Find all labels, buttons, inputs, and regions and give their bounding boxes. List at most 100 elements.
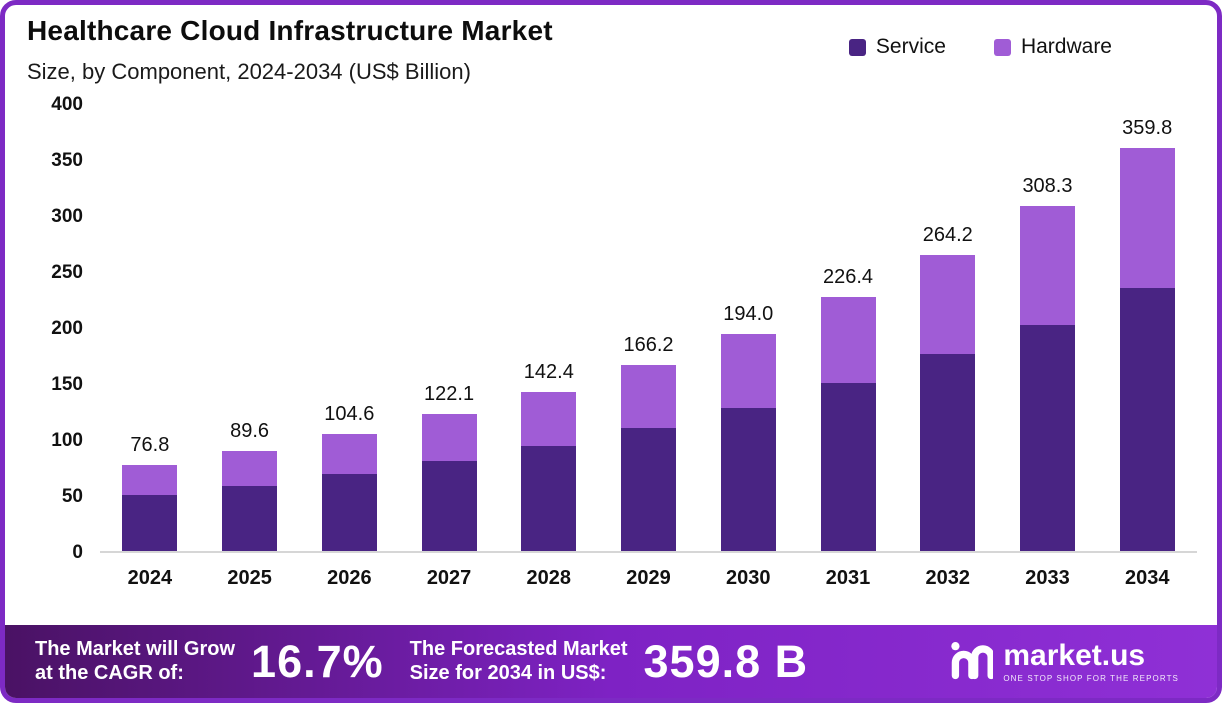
bar-group: 142.4 2028: [499, 105, 599, 589]
bar-total-label: 194.0: [723, 302, 774, 325]
stacked-bar: [122, 464, 178, 551]
brand-lockup: market.us ONE STOP SHOP FOR THE REPORTS: [949, 637, 1179, 686]
bar-total-label: 89.6: [230, 419, 270, 442]
bar-segment-hardware: [621, 364, 677, 428]
bar-group: 166.2 2029: [599, 105, 699, 589]
forecast-label: The Forecasted Market Size for 2034 in U…: [410, 638, 628, 685]
hardware-swatch-icon: [993, 38, 1011, 56]
cagr-label-line2: at the CAGR of:: [35, 661, 184, 684]
x-axis-label: 2031: [825, 567, 871, 589]
bar-segment-hardware: [321, 433, 377, 474]
bar-group: 104.6 2026: [299, 105, 399, 589]
bar-total-label: 359.8: [1122, 117, 1173, 140]
stacked-bar: [1119, 148, 1175, 551]
stacked-bar: [920, 255, 976, 551]
bar-total-label: 166.2: [623, 333, 674, 356]
y-tick-label: 300: [51, 206, 83, 227]
footer-banner: The Market will Grow at the CAGR of: 16.…: [5, 625, 1217, 698]
forecast-label-line2: Size for 2034 in US$:: [409, 661, 607, 684]
bar-segment-service: [421, 461, 477, 551]
marketus-logo-icon: [949, 637, 996, 686]
y-tick-label: 400: [51, 94, 83, 115]
bar-segment-hardware: [122, 464, 178, 495]
stacked-bar: [820, 297, 876, 551]
bar-segment-hardware: [720, 333, 776, 408]
legend: Service Hardware: [848, 35, 1112, 59]
bar-segment-service: [1019, 324, 1075, 551]
stacked-bar: [521, 391, 577, 551]
cagr-label: The Market will Grow at the CAGR of:: [35, 638, 235, 685]
x-axis-label: 2029: [626, 567, 671, 589]
bar-group: 264.2 2032: [898, 105, 998, 589]
service-swatch-icon: [848, 38, 866, 56]
stacked-bar: [421, 414, 477, 551]
bars: 76.8 2024 89.6 2025 104.6 2026 122.1 2027 142.4 2…: [100, 105, 1197, 589]
forecast-label-line1: The Forecasted Market: [409, 637, 628, 660]
bar-segment-service: [222, 486, 278, 551]
forecast-value: 359.8 B: [643, 635, 809, 687]
cagr-value: 16.7%: [251, 635, 384, 687]
bar-segment-hardware: [920, 255, 976, 354]
bar-total-label: 142.4: [523, 360, 574, 383]
bar-group: 194.0 2030: [698, 105, 798, 589]
x-axis-label: 2027: [426, 567, 472, 589]
bar-segment-hardware: [222, 450, 278, 487]
bar-segment-service: [122, 495, 178, 551]
x-axis-label: 2034: [1124, 567, 1170, 589]
bar-segment-service: [920, 353, 976, 551]
brand-text: market.us ONE STOP SHOP FOR THE REPORTS: [1003, 638, 1179, 683]
stacked-bar: [321, 433, 377, 551]
y-axis: 0 50 100 150 200 250 300 350 400: [21, 94, 83, 563]
y-tick-label: 350: [51, 150, 83, 171]
y-tick-label: 100: [51, 430, 83, 451]
stacked-bar: [222, 450, 278, 551]
bar-segment-service: [820, 383, 876, 551]
x-axis-label: 2024: [127, 567, 173, 589]
bar-segment-hardware: [820, 297, 876, 383]
y-tick-label: 250: [51, 262, 83, 283]
x-axis-label: 2033: [1025, 567, 1070, 589]
bar-total-label: 264.2: [922, 224, 973, 247]
bar-segment-service: [720, 407, 776, 551]
x-axis-label: 2030: [726, 567, 771, 589]
y-tick-label: 200: [51, 318, 83, 339]
brand-name: market.us: [1003, 638, 1146, 672]
bar-total-label: 122.1: [424, 383, 475, 406]
x-axis-label: 2025: [227, 567, 272, 589]
stacked-bar: [1019, 205, 1075, 551]
x-axis-label: 2032: [925, 567, 970, 589]
plot-area: 76.8 2024 89.6 2025 104.6 2026 122.1 2027 142.4 2…: [100, 105, 1197, 589]
chart-title: Healthcare Cloud Infrastructure Market: [27, 15, 553, 46]
chart-subtitle: Size, by Component, 2024-2034 (US$ Billi…: [27, 59, 471, 84]
bar-segment-service: [621, 427, 677, 551]
legend-item-hardware: Hardware: [993, 35, 1112, 59]
y-tick-label: 0: [72, 542, 83, 563]
bar-segment-service: [321, 473, 377, 551]
bar-group: 226.4 2031: [798, 105, 898, 589]
bar-group: 89.6 2025: [200, 105, 300, 589]
legend-item-service: Service: [848, 35, 946, 59]
bar-total-label: 76.8: [130, 433, 170, 456]
bar-segment-hardware: [521, 391, 577, 446]
y-tick-label: 50: [61, 486, 83, 507]
bar-total-label: 226.4: [822, 266, 874, 289]
bar-segment-hardware: [1019, 205, 1075, 325]
bar-total-label: 308.3: [1022, 174, 1073, 197]
x-axis-label: 2028: [526, 567, 572, 589]
bar-segment-service: [1119, 287, 1175, 551]
bar-total-label: 104.6: [324, 402, 375, 425]
bar-group: 359.8 2034: [1097, 105, 1197, 589]
bar-group: 308.3 2033: [998, 105, 1098, 589]
bar-group: 122.1 2027: [399, 105, 499, 589]
cagr-label-line1: The Market will Grow: [35, 637, 236, 660]
bar-group: 76.8 2024: [100, 105, 200, 589]
bar-segment-hardware: [1119, 148, 1175, 288]
stacked-bar: [720, 333, 776, 551]
bar-segment-hardware: [421, 414, 477, 462]
brand-tagline: ONE STOP SHOP FOR THE REPORTS: [1003, 673, 1179, 683]
bar-segment-service: [521, 445, 577, 551]
stacked-bar: [621, 364, 677, 551]
legend-label-service: Service: [875, 35, 946, 58]
x-axis-label: 2026: [327, 567, 372, 589]
